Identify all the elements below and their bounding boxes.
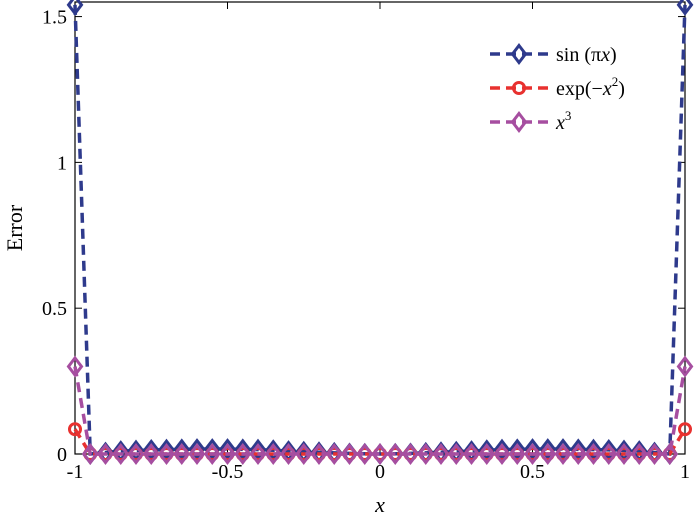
data-point xyxy=(234,438,252,461)
y-tick-label: 0.5 xyxy=(42,298,67,320)
y-tick-label: 1.5 xyxy=(42,7,67,29)
data-point xyxy=(280,443,297,465)
data-point xyxy=(249,443,267,465)
y-tick-label: 0 xyxy=(57,444,67,466)
data-point xyxy=(68,422,82,437)
data-point xyxy=(585,443,602,465)
data-point xyxy=(508,438,526,461)
series-layer xyxy=(66,0,694,465)
data-point xyxy=(524,438,541,461)
data-point xyxy=(678,422,692,437)
legend-label-main: exp(− xyxy=(556,78,603,100)
legend-label-var: x xyxy=(600,44,610,66)
legend: sin (πx)exp(−x2)x3 xyxy=(490,43,625,134)
x-tick-label: 0.5 xyxy=(520,461,545,483)
data-point xyxy=(554,438,572,461)
legend-marker xyxy=(510,111,528,133)
data-point xyxy=(295,443,313,465)
legend-marker xyxy=(512,81,526,95)
data-point xyxy=(142,443,160,465)
legend-label-var: x xyxy=(602,78,612,100)
data-point xyxy=(356,443,374,465)
data-point xyxy=(646,443,663,465)
data-point xyxy=(493,443,511,465)
data-point xyxy=(463,443,480,465)
legend-entry: exp(−x2) xyxy=(490,74,625,100)
data-point xyxy=(203,443,221,465)
data-point xyxy=(447,443,465,465)
data-point xyxy=(203,438,221,461)
data-point xyxy=(630,443,648,465)
data-point xyxy=(432,443,450,465)
data-point xyxy=(341,443,358,465)
data-point xyxy=(219,438,236,461)
data-point xyxy=(127,443,145,465)
data-point xyxy=(661,443,679,465)
data-point xyxy=(569,443,587,465)
data-point xyxy=(508,443,526,465)
data-point xyxy=(569,438,587,461)
data-point xyxy=(81,443,99,465)
series-2 xyxy=(66,355,694,465)
data-point xyxy=(66,0,84,16)
data-point xyxy=(600,443,618,465)
legend-label-tail: ) xyxy=(618,78,625,100)
x-tick-label: -1 xyxy=(67,461,84,483)
data-point xyxy=(676,0,694,16)
legend-entry: x3 xyxy=(490,108,571,134)
data-point xyxy=(112,443,130,465)
data-point xyxy=(158,443,175,465)
plot-area xyxy=(74,1,686,455)
legend-label-sup: 3 xyxy=(565,108,572,123)
y-axis-label: Error xyxy=(2,204,27,251)
legend-label: sin (πx) xyxy=(556,44,617,66)
axis-ticks: -1 -0.5 0 0.5 1 0 0.5 1 1.5 xyxy=(42,2,690,483)
data-point xyxy=(554,443,572,465)
legend-entry: sin (πx) xyxy=(490,43,617,66)
data-point xyxy=(371,443,389,465)
data-point xyxy=(676,355,694,378)
legend-marker xyxy=(510,43,528,65)
data-point xyxy=(478,443,496,465)
data-point xyxy=(219,443,236,465)
data-point xyxy=(402,443,419,465)
data-point xyxy=(539,443,557,465)
data-point xyxy=(264,443,282,465)
legend-label-tail: ) xyxy=(610,44,617,66)
data-point xyxy=(325,443,343,465)
legend-label-sup: 2 xyxy=(612,74,619,89)
data-point xyxy=(97,443,114,465)
data-point xyxy=(188,438,206,461)
x-tick-label: 1 xyxy=(680,461,690,483)
data-point xyxy=(234,443,252,465)
data-point xyxy=(386,443,404,465)
data-point xyxy=(173,438,191,461)
y-tick-label: 1 xyxy=(57,152,67,174)
data-point xyxy=(188,443,206,465)
data-point xyxy=(66,355,84,378)
data-point xyxy=(310,443,328,465)
x-tick-label: -0.5 xyxy=(212,461,244,483)
legend-label: exp(−x2) xyxy=(556,74,625,100)
legend-label-main: sin (π xyxy=(556,44,601,66)
data-point xyxy=(539,438,557,461)
data-point xyxy=(615,443,633,465)
x-axis-label: x xyxy=(374,492,385,517)
data-point xyxy=(524,443,541,465)
legend-label: x3 xyxy=(555,108,571,134)
data-point xyxy=(173,443,191,465)
data-point xyxy=(417,443,435,465)
x-tick-label: 0 xyxy=(375,461,385,483)
legend-label-var: x xyxy=(555,112,565,134)
